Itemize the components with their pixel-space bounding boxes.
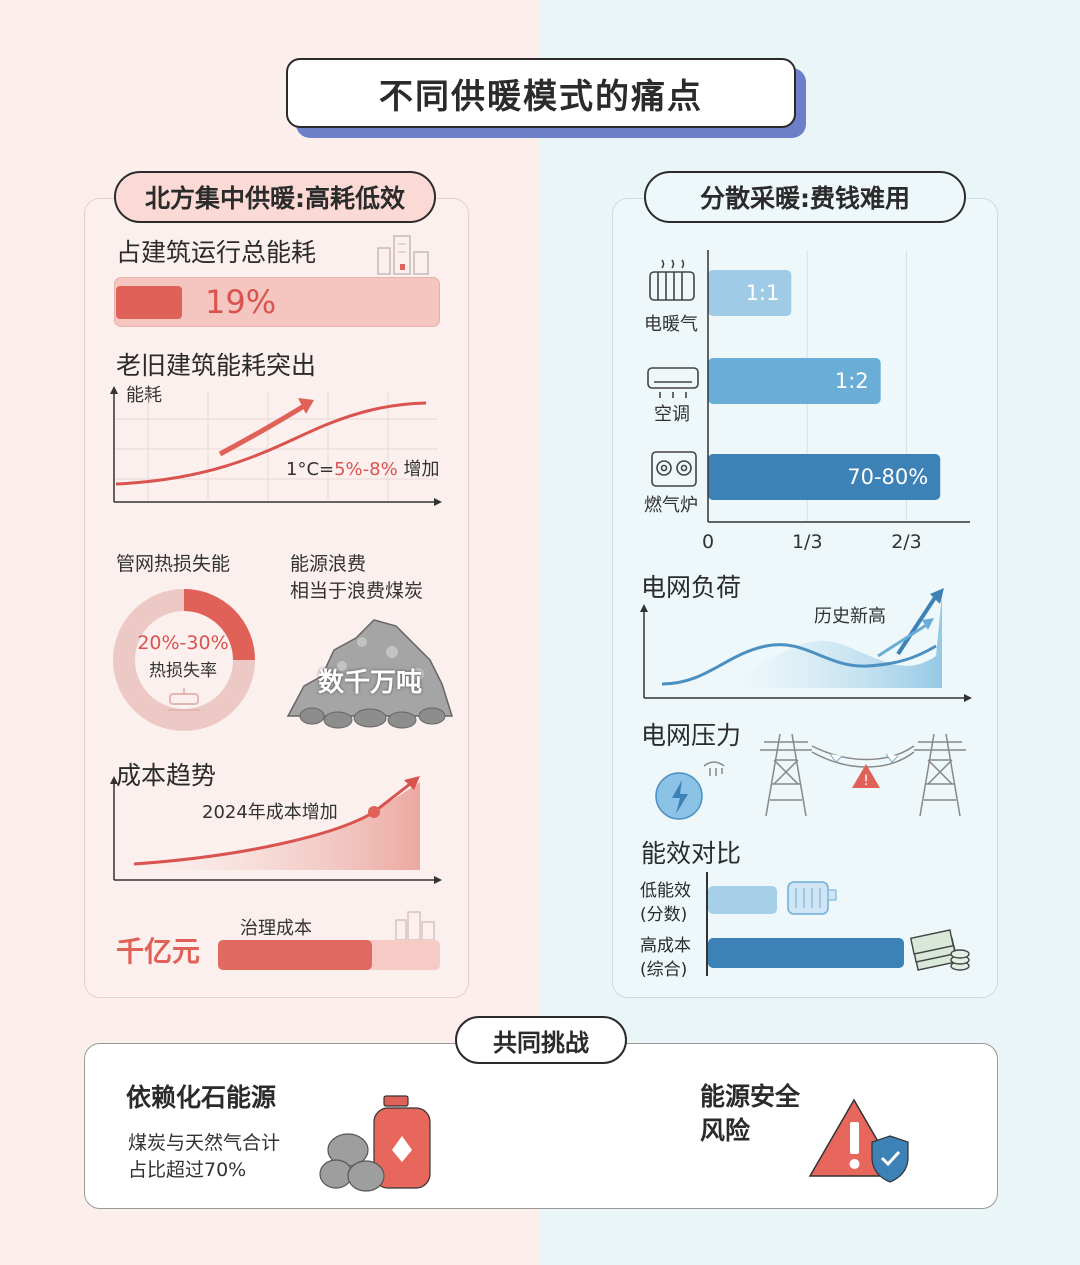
air-conditioner-icon <box>647 367 699 398</box>
gas-cylinder-and-coal-icon <box>319 1095 431 1192</box>
bottom-panel-header: 共同挑战 <box>455 1016 627 1064</box>
security-heading-1: 能源安全 <box>700 1082 801 1111</box>
cost-trend-heading: 成本趋势 <box>116 761 217 790</box>
cost-trend-chart <box>110 776 442 884</box>
old-building-chart <box>110 386 442 506</box>
svg-text:!: ! <box>863 773 869 789</box>
gas-stove-icon <box>651 451 697 487</box>
cost-trend-note: 2024年成本增加 <box>202 802 338 823</box>
fossil-text-2: 占比超过70% <box>128 1159 247 1181</box>
fossil-heading: 依赖化石能源 <box>126 1083 277 1112</box>
grid-load-note: 历史新高 <box>814 606 886 627</box>
fossil-text-1: 煤炭与天然气合计 <box>128 1132 281 1154</box>
bar-category-label-0: 电暖气 <box>644 314 698 335</box>
bar <box>708 358 881 404</box>
efficiency-label-high: 高成本 (综合) <box>640 934 691 982</box>
bar-value-label: 70-80% <box>847 465 928 489</box>
efficiency-label-high-1: 高成本 <box>640 936 691 956</box>
old-building-note: 1°C=5%-8% 增加 <box>286 455 439 481</box>
bar <box>708 270 792 316</box>
x-tick-label: 1/3 <box>792 531 823 553</box>
governance-value: 千亿元 <box>116 935 201 968</box>
governance-label: 治理成本 <box>240 918 312 939</box>
left-panel-header: 北方集中供暖:高耗低效 <box>114 171 436 223</box>
waste-value: 数千万吨 <box>317 668 422 698</box>
efficiency-label-low: 低能效 (分数) <box>640 879 691 927</box>
buildings-icon <box>377 235 429 275</box>
efficiency-bar-low <box>708 886 777 914</box>
bar-value-label: 1:2 <box>835 369 869 393</box>
power-towers-icon: ! <box>655 733 966 820</box>
energy-share-fill <box>116 286 182 319</box>
x-tick-label: 2/3 <box>891 531 922 553</box>
pipe-loss-donut <box>113 589 255 731</box>
grid-load-chart <box>640 588 972 702</box>
page-title: 不同供暖模式的痛点 <box>286 58 796 128</box>
pipe-loss-label: 热损失率 <box>149 661 217 681</box>
efficiency-axis <box>706 872 708 976</box>
security-heading: 能源安全 风险 <box>700 1080 800 1148</box>
x-tick-label: 0 <box>702 531 714 553</box>
waste-heading-1: 能源浪费 <box>290 553 367 575</box>
radiator-icon <box>649 259 695 301</box>
old-building-heading: 老旧建筑能耗突出 <box>116 351 317 380</box>
right-panel-header: 分散采暖:费钱难用 <box>644 171 966 223</box>
note-suffix: 增加 <box>397 459 440 480</box>
heater-icon <box>787 881 837 915</box>
efficiency-bar-high <box>708 938 904 968</box>
pipe-loss-heading: 管网热损失能 <box>116 553 231 575</box>
efficiency-label-low-1: 低能效 <box>640 881 691 901</box>
efficiency-label-low-2: (分数) <box>640 905 688 925</box>
pipe-loss-value: 20%-30% <box>137 632 229 654</box>
energy-share-heading: 占建筑运行总能耗 <box>116 238 317 267</box>
heating-efficiency-chart: 1:1 1:2 70-80% 0 1/3 2/3 <box>647 250 970 553</box>
money-stack-icon <box>910 929 970 971</box>
grid-load-heading: 电网负荷 <box>641 573 742 602</box>
efficiency-heading: 能效对比 <box>641 839 742 868</box>
waste-heading-2: 相当于浪费煤炭 <box>290 580 424 602</box>
governance-fill <box>218 940 372 970</box>
note-range: 5%-8% <box>334 459 398 480</box>
security-heading-2: 风险 <box>700 1116 751 1145</box>
energy-share-value: 19% <box>205 283 277 321</box>
bar-value-label: 1:1 <box>746 281 780 305</box>
grid-pressure-heading: 电网压力 <box>641 721 742 750</box>
pipe-loss-slice <box>183 589 255 661</box>
warning-shield-icon <box>808 1098 909 1183</box>
bar-category-label-1: 空调 <box>654 404 690 425</box>
note-prefix: 1°C= <box>286 459 335 480</box>
buildings-small-icon <box>395 911 435 941</box>
old-building-y-label: 能耗 <box>126 385 162 406</box>
efficiency-label-high-2: (综合) <box>640 960 688 980</box>
bar-category-label-2: 燃气炉 <box>644 495 698 516</box>
bar <box>708 454 941 500</box>
coal-pile-icon <box>286 619 454 729</box>
